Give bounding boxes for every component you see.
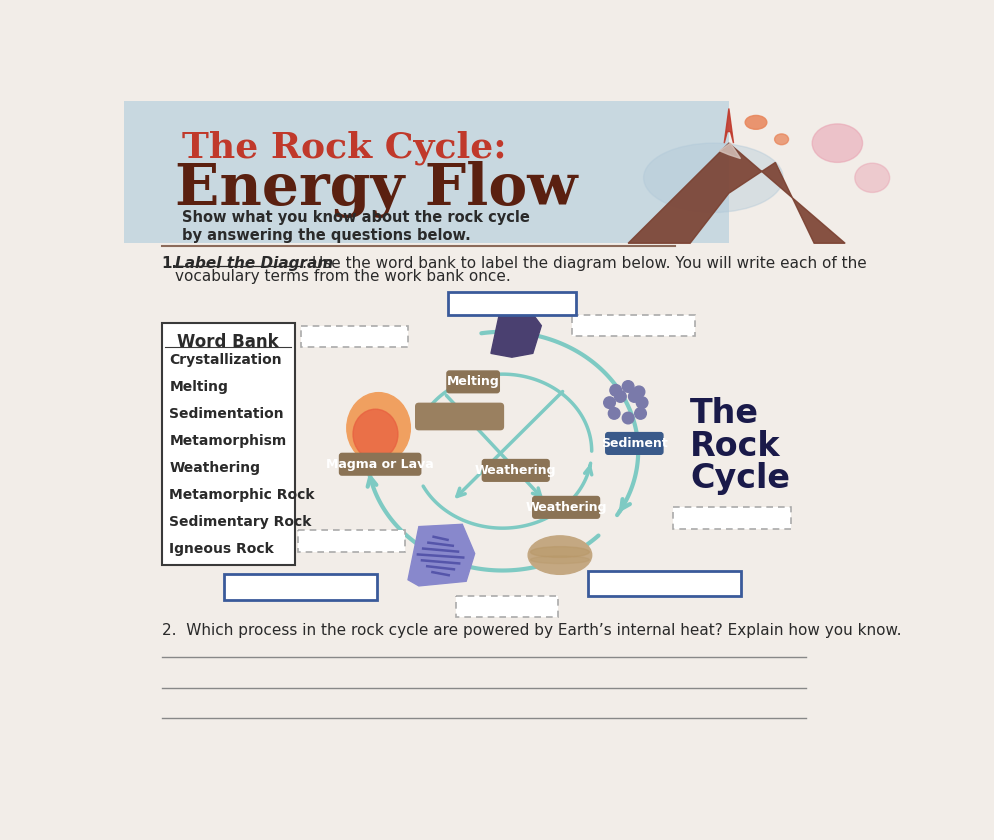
Bar <box>672 507 790 529</box>
Polygon shape <box>490 300 541 357</box>
Circle shape <box>635 396 647 408</box>
Bar <box>448 291 576 315</box>
Text: Word Bank: Word Bank <box>177 333 278 351</box>
Text: Sedimentation: Sedimentation <box>169 407 283 421</box>
Text: Rock: Rock <box>690 429 780 463</box>
Ellipse shape <box>854 163 889 192</box>
Text: 2.  Which process in the rock cycle are powered by Earth’s internal heat? Explai: 2. Which process in the rock cycle are p… <box>161 623 901 638</box>
FancyBboxPatch shape <box>339 453 421 475</box>
Circle shape <box>632 386 644 397</box>
Text: The Rock Cycle:: The Rock Cycle: <box>182 130 507 165</box>
Text: Magma or Lava: Magma or Lava <box>326 458 433 470</box>
Text: Metamorphic Rock: Metamorphic Rock <box>169 488 314 502</box>
FancyBboxPatch shape <box>532 496 599 519</box>
Ellipse shape <box>528 536 591 575</box>
FancyBboxPatch shape <box>481 459 550 482</box>
Ellipse shape <box>811 123 862 162</box>
Polygon shape <box>408 524 474 586</box>
Circle shape <box>634 407 646 419</box>
Polygon shape <box>724 108 733 143</box>
Bar <box>224 575 377 600</box>
Bar <box>124 101 729 244</box>
Circle shape <box>614 391 625 402</box>
Text: Weathering: Weathering <box>525 501 606 514</box>
Bar <box>301 326 408 347</box>
Text: Show what you know about the rock cycle
by answering the questions below.: Show what you know about the rock cycle … <box>182 210 530 243</box>
FancyBboxPatch shape <box>445 370 500 393</box>
Polygon shape <box>627 143 844 244</box>
FancyBboxPatch shape <box>414 402 504 430</box>
Bar <box>587 570 741 596</box>
Circle shape <box>603 396 614 408</box>
Bar <box>297 531 405 552</box>
Polygon shape <box>719 143 740 159</box>
Text: Sediment: Sediment <box>600 437 667 450</box>
Ellipse shape <box>530 556 588 564</box>
Bar <box>161 323 294 565</box>
Text: Energy Flow: Energy Flow <box>175 160 577 218</box>
Circle shape <box>609 385 621 396</box>
FancyBboxPatch shape <box>604 432 663 455</box>
Text: vocabulary terms from the work bank once.: vocabulary terms from the work bank once… <box>175 269 510 284</box>
Text: 1.: 1. <box>161 256 178 271</box>
Ellipse shape <box>353 409 398 459</box>
Text: Melting: Melting <box>169 381 228 394</box>
Text: Igneous Rock: Igneous Rock <box>169 542 273 556</box>
Ellipse shape <box>643 143 782 213</box>
Text: Crystallization: Crystallization <box>169 354 281 367</box>
Ellipse shape <box>347 392 410 464</box>
Text: Cycle: Cycle <box>690 462 789 495</box>
Bar <box>572 315 694 336</box>
Text: Weathering: Weathering <box>474 464 556 477</box>
Ellipse shape <box>745 115 766 129</box>
Text: Weathering: Weathering <box>169 461 260 475</box>
Text: Label the Diagram: Label the Diagram <box>175 256 333 271</box>
Text: Metamorphism: Metamorphism <box>169 434 286 449</box>
Text: Sedimentary Rock: Sedimentary Rock <box>169 515 311 529</box>
Circle shape <box>607 407 619 419</box>
Bar <box>455 596 558 617</box>
Circle shape <box>628 391 639 402</box>
Circle shape <box>621 412 633 424</box>
Text: Melting: Melting <box>446 375 499 388</box>
Ellipse shape <box>773 134 788 144</box>
Circle shape <box>621 381 633 392</box>
Ellipse shape <box>530 547 588 558</box>
Text: : Use the word bank to label the diagram below. You will write each of the: : Use the word bank to label the diagram… <box>301 256 866 271</box>
Text: The: The <box>690 397 758 430</box>
